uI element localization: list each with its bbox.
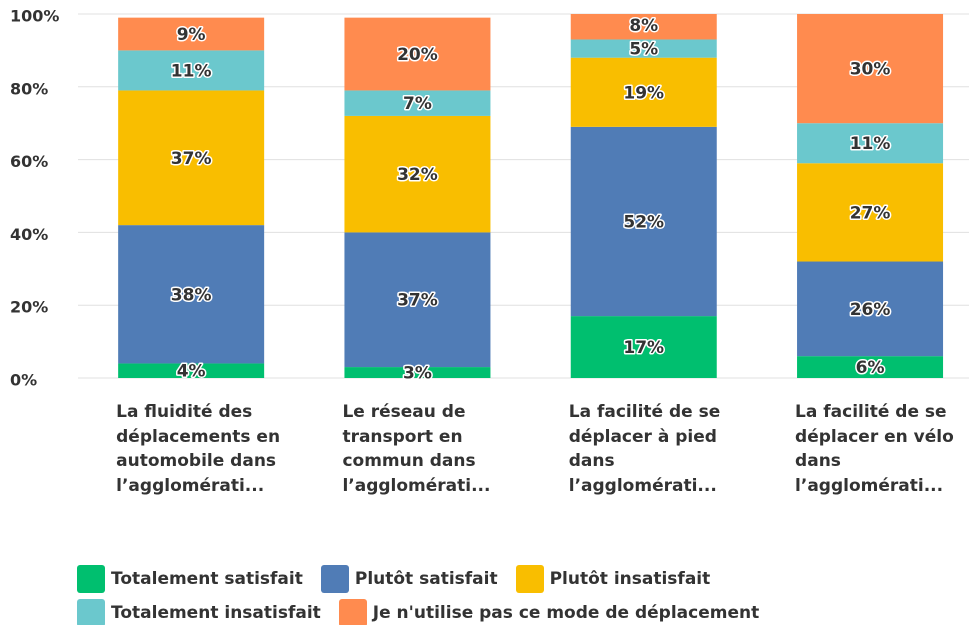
bar-segment bbox=[344, 232, 491, 368]
y-tick-label: 20% bbox=[10, 298, 48, 317]
bar-segment bbox=[797, 163, 944, 262]
bar-segment bbox=[118, 225, 265, 364]
bar-segment bbox=[570, 39, 717, 58]
data-label: 27% bbox=[850, 203, 891, 223]
data-label: 52% bbox=[623, 212, 664, 232]
legend-swatch bbox=[515, 565, 544, 593]
data-label: 5% bbox=[629, 40, 658, 60]
legend-label: Totalement satisfait bbox=[111, 569, 303, 589]
bar-segment bbox=[797, 14, 944, 124]
legend-label: Je n'utilise pas ce mode de déplacement bbox=[372, 603, 760, 623]
bar-segment bbox=[118, 17, 265, 51]
data-label: 9% bbox=[177, 25, 206, 45]
legend-label: Plutôt insatisfait bbox=[549, 569, 711, 589]
bar-segment bbox=[344, 115, 491, 233]
data-label: 19% bbox=[623, 83, 664, 103]
data-label: 8% bbox=[629, 16, 658, 36]
legend-label: Totalement insatisfait bbox=[111, 603, 321, 623]
x-tick-label: La fluidité des déplacements en automobi… bbox=[116, 402, 281, 496]
bar-segment bbox=[570, 57, 717, 127]
x-tick-label: Le réseau de transport en commun dans l’… bbox=[342, 402, 491, 496]
legend-swatch bbox=[320, 565, 349, 593]
data-label: 32% bbox=[397, 165, 438, 185]
x-tick-label: La facilité de se déplacer en vélo dans … bbox=[795, 402, 954, 496]
y-tick-label: 80% bbox=[10, 79, 48, 98]
bar-segment bbox=[118, 90, 265, 226]
y-tick-label: 40% bbox=[10, 225, 48, 244]
data-label: 30% bbox=[850, 60, 891, 80]
data-label: 3% bbox=[403, 364, 432, 384]
legend-label: Plutôt satisfait bbox=[354, 569, 498, 589]
data-label: 4% bbox=[177, 362, 206, 382]
y-tick-label: 0% bbox=[10, 371, 37, 390]
bar-segment bbox=[797, 356, 944, 378]
data-label: 20% bbox=[397, 45, 438, 65]
data-label: 6% bbox=[856, 358, 885, 378]
bar-segment bbox=[570, 316, 717, 378]
legend-item: Plutôt satisfait bbox=[320, 565, 498, 593]
data-label: 7% bbox=[403, 94, 432, 114]
legend-item: Je n'utilise pas ce mode de déplacement bbox=[338, 599, 760, 625]
bar-segment bbox=[118, 363, 265, 378]
legend: Totalement satisfait Plutôt satisfait Plut… bbox=[77, 565, 837, 625]
legend-swatch bbox=[338, 599, 367, 625]
legend-item: Plutôt insatisfait bbox=[515, 565, 711, 593]
y-tick-label: 100% bbox=[10, 7, 59, 26]
legend-item: Totalement insatisfait bbox=[77, 599, 321, 625]
bar-segment bbox=[344, 367, 491, 378]
bar-segment bbox=[570, 126, 717, 317]
y-tick-label: 60% bbox=[10, 152, 48, 171]
bar-segment bbox=[570, 14, 717, 40]
bar-segment bbox=[797, 123, 944, 164]
data-label: 37% bbox=[397, 291, 438, 311]
data-label: 11% bbox=[850, 134, 891, 154]
legend-swatch bbox=[77, 565, 105, 593]
bar-segment bbox=[118, 50, 265, 91]
data-label: 26% bbox=[850, 300, 891, 320]
legend-swatch bbox=[77, 599, 105, 625]
bar-segment bbox=[797, 261, 944, 357]
bar-segment bbox=[344, 90, 491, 116]
data-label: 17% bbox=[623, 338, 664, 358]
data-label: 11% bbox=[171, 61, 212, 81]
data-label: 37% bbox=[171, 149, 212, 169]
bar-segment bbox=[344, 17, 491, 91]
legend-item: Totalement satisfait bbox=[77, 565, 303, 593]
data-label: 38% bbox=[171, 285, 212, 305]
x-tick-label: La facilité de se déplacer à pied dans l… bbox=[568, 402, 721, 496]
